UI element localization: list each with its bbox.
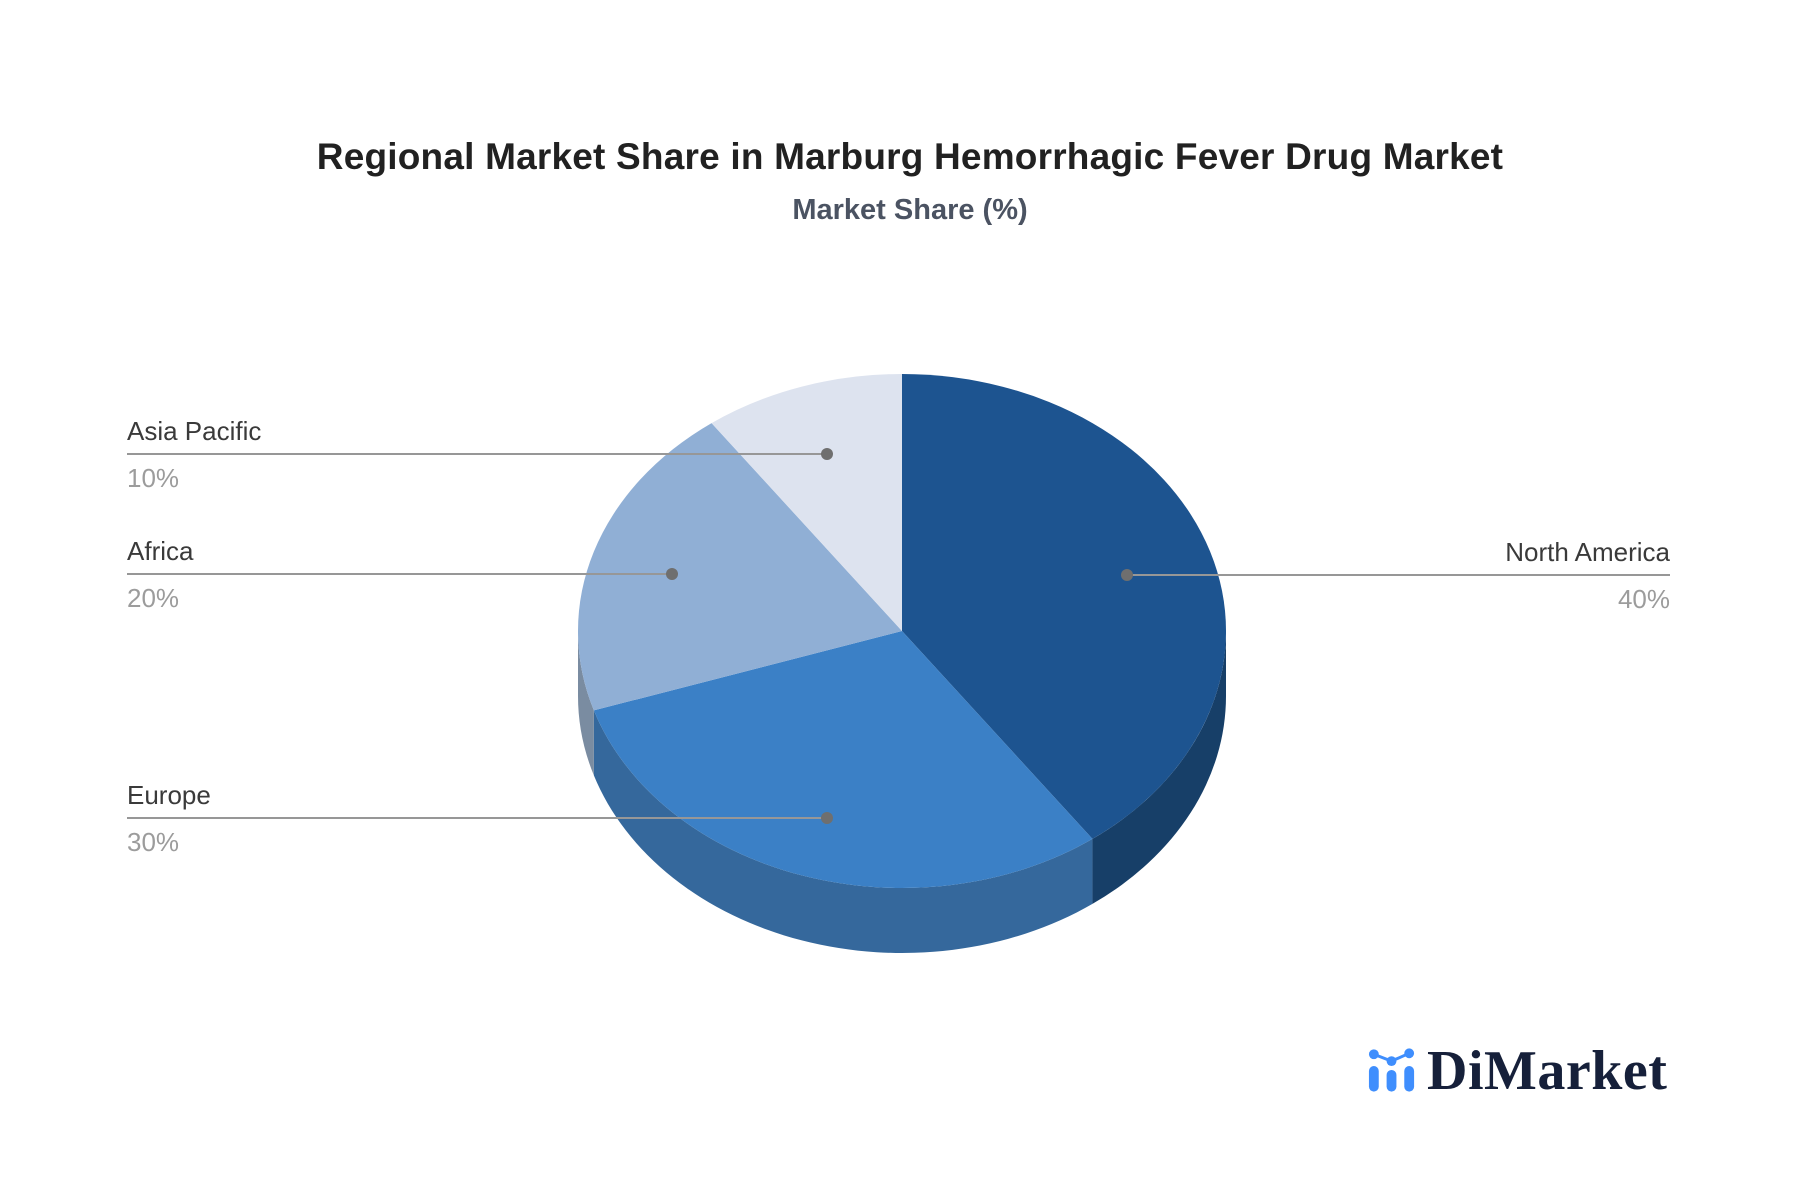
- leader-line-africa: [127, 568, 678, 580]
- bar-line-chart-icon: [1368, 1048, 1415, 1092]
- pie-callout-europe: Europe 30%: [127, 779, 833, 858]
- pie-slice-asia-pacific[interactable]: [711, 374, 902, 631]
- pie-value-africa: 20%: [127, 583, 180, 613]
- pie-slice-north-america[interactable]: [902, 374, 1227, 839]
- leader-line-asia-pacific: [127, 448, 833, 460]
- pie-label-europe: Europe: [127, 780, 211, 810]
- pie-slice-side-africa: [578, 631, 594, 776]
- chart-title: Regional Market Share in Marburg Hemorrh…: [316, 136, 1504, 177]
- pie-label-north-america: North America: [1505, 537, 1670, 567]
- leader-line-europe: [127, 812, 833, 824]
- pie-callout-africa: Africa 20%: [127, 535, 678, 614]
- pie-slice-side-europe: [593, 710, 1093, 954]
- pie-callout-asia-pacific: Asia Pacific 10%: [127, 415, 833, 494]
- pie-value-asia-pacific: 10%: [127, 463, 180, 493]
- pie-value-europe: 30%: [127, 827, 180, 857]
- pie-value-north-america: 40%: [1617, 584, 1670, 614]
- dimarket-logo: DiMarket: [1366, 1040, 1726, 1110]
- pie-label-asia-pacific: Asia Pacific: [127, 416, 262, 446]
- pie-slice-africa[interactable]: [578, 423, 902, 711]
- pie-callout-north-america: North America 40%: [1121, 536, 1670, 615]
- pie-slice-europe[interactable]: [593, 631, 1093, 889]
- chart-subtitle: Market Share (%): [792, 194, 1028, 226]
- pie-slice-side-north-america: [1092, 631, 1226, 904]
- leader-line-north-america: [1121, 569, 1670, 581]
- logo-text: DiMarket: [1427, 1040, 1668, 1102]
- pie-label-africa: Africa: [127, 536, 194, 566]
